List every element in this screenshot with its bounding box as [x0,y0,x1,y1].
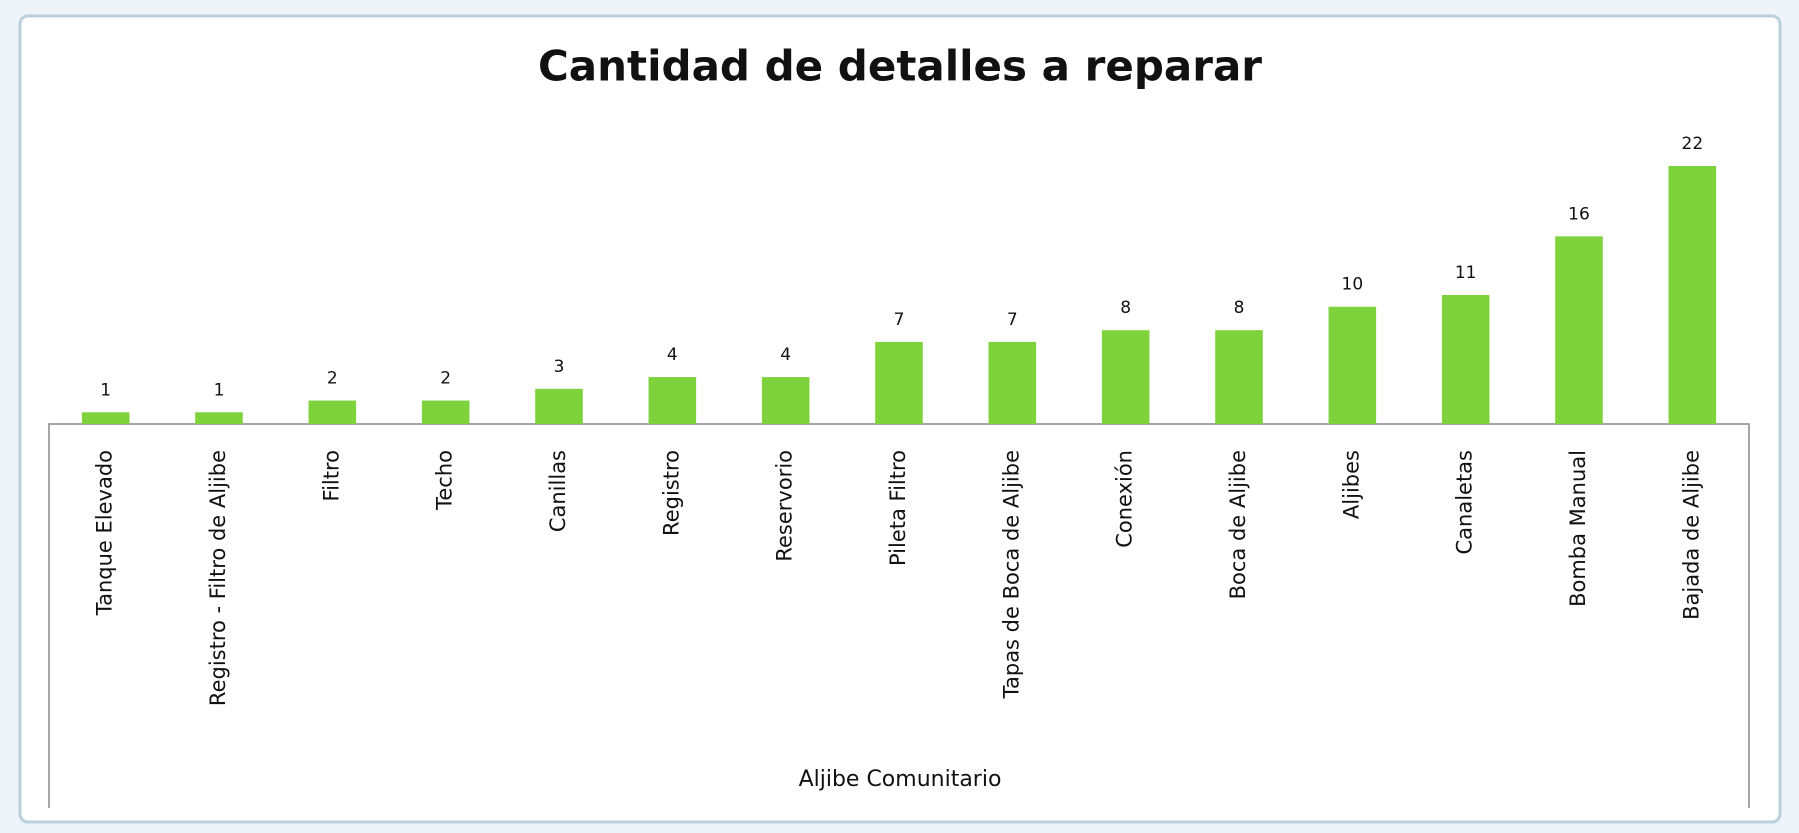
bar [648,377,697,424]
data-label: 1 [100,380,111,400]
data-label: 2 [327,369,338,389]
bar [421,400,470,424]
data-label: 7 [1007,310,1018,330]
x-tick-label: Conexión [1113,450,1137,548]
bar [875,341,923,424]
bar [308,400,357,424]
bar [1668,166,1717,424]
data-label: 2 [440,369,451,389]
data-label: 22 [1682,134,1704,154]
data-label: 16 [1568,204,1590,224]
bar [535,388,583,424]
data-label: 8 [1234,298,1245,318]
chart-title: Cantidad de detalles a reparar [538,42,1262,91]
data-label: 10 [1342,275,1364,295]
bar [1215,330,1263,424]
x-tick-label: Techo [433,450,457,511]
x-tick-label: Canaletas [1453,450,1477,555]
x-tick-label: Canillas [546,450,570,532]
data-label: 7 [894,310,905,330]
data-label: 8 [1120,298,1131,318]
x-tick-label: Tapas de Boca de Aljibe [999,450,1023,699]
x-tick-label: Filtro [319,450,343,501]
data-label: 4 [667,345,678,365]
data-label: 11 [1455,263,1477,283]
x-tick-label: Tanque Elevado [93,450,117,616]
bar [81,412,130,424]
x-tick-label: Pileta Filtro [886,450,910,566]
x-axis-title: Aljibe Comunitario [799,767,1002,792]
data-label: 3 [554,357,565,377]
data-label: 4 [780,345,791,365]
bar [1555,236,1603,424]
bar [1328,306,1377,424]
data-label: 1 [214,380,225,400]
x-tick-label: Boca de Aljibe [1226,450,1250,599]
bar [988,341,1037,424]
x-tick-label: Reservorio [773,450,797,562]
x-tick-label: Aljibes [1339,450,1363,519]
bar [1101,330,1150,424]
x-tick-label: Registro [659,450,683,536]
x-tick-label: Bomba Manual [1566,450,1590,607]
x-tick-label: Bajada de Aljibe [1679,450,1703,620]
bar [195,412,243,424]
bar [761,377,810,424]
bar [1441,295,1490,424]
x-tick-label: Registro - Filtro de Aljibe [206,450,230,706]
